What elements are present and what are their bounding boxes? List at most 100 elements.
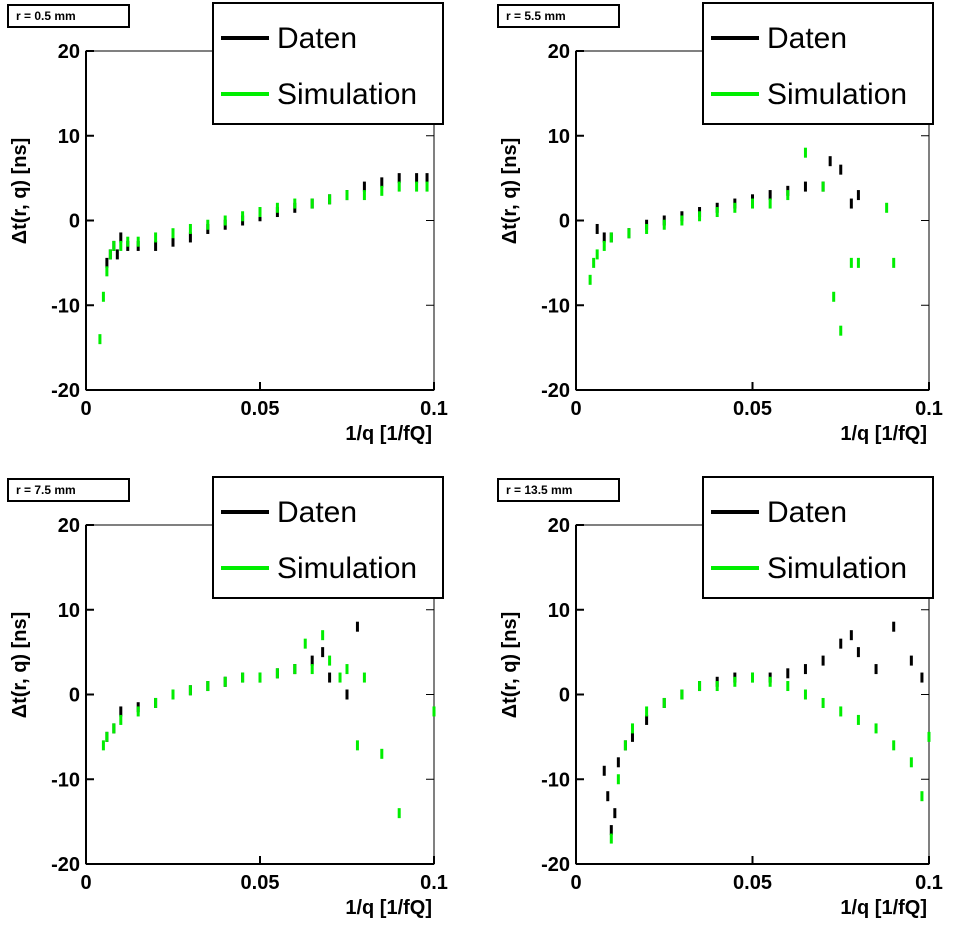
y-tick-label: -10 xyxy=(541,769,570,791)
series-daten xyxy=(105,621,359,742)
data-point xyxy=(188,223,192,234)
y-tick-label: 10 xyxy=(548,600,570,622)
legend-box xyxy=(702,476,934,599)
x-axis-label: 1/q [1/fQ] xyxy=(345,897,432,919)
data-point xyxy=(310,655,314,666)
data-point xyxy=(606,791,610,802)
data-point xyxy=(645,223,649,234)
data-point xyxy=(380,748,384,759)
legend-box xyxy=(702,2,934,125)
data-point xyxy=(188,685,192,696)
data-point xyxy=(609,232,613,243)
x-tick-label: 0 xyxy=(570,872,581,894)
data-point xyxy=(832,291,836,302)
data-point xyxy=(698,211,702,222)
data-point xyxy=(613,808,617,819)
x-axis-label: 1/q [1/fQ] xyxy=(840,897,927,919)
data-point xyxy=(241,211,245,222)
data-point xyxy=(241,672,245,683)
data-point xyxy=(627,228,631,239)
data-point xyxy=(119,706,123,717)
data-point xyxy=(425,173,429,184)
data-point xyxy=(188,232,192,243)
data-point xyxy=(768,676,772,687)
data-point xyxy=(849,257,853,268)
data-point xyxy=(432,706,436,717)
data-point xyxy=(154,697,158,708)
data-point xyxy=(920,672,924,683)
data-point xyxy=(645,714,649,725)
y-tick-label: -20 xyxy=(51,380,80,402)
y-tick-label: -20 xyxy=(541,380,570,402)
legend-entry: Simulation xyxy=(277,78,417,111)
data-point xyxy=(856,190,860,201)
data-point xyxy=(874,664,878,675)
y-tick-label: 0 xyxy=(559,211,570,233)
data-point xyxy=(849,198,853,209)
legend-entry: Simulation xyxy=(277,552,417,585)
data-point xyxy=(293,664,297,675)
legend-box xyxy=(212,476,444,599)
panel-label-box xyxy=(7,4,130,28)
data-point xyxy=(105,266,109,277)
y-tick-label: 10 xyxy=(548,126,570,148)
data-point xyxy=(616,757,620,768)
x-tick-label: 0.1 xyxy=(915,872,943,894)
data-point xyxy=(345,190,349,201)
data-point xyxy=(101,291,105,302)
data-point xyxy=(821,181,825,192)
data-point xyxy=(602,232,606,243)
data-point xyxy=(310,664,314,675)
y-tick-label: -20 xyxy=(541,854,570,876)
data-point xyxy=(786,668,790,679)
series-daten xyxy=(105,173,429,268)
data-point xyxy=(595,249,599,260)
data-point xyxy=(136,706,140,717)
data-point xyxy=(380,177,384,188)
data-point xyxy=(839,638,843,649)
y-tick-label: 0 xyxy=(69,685,80,707)
data-point xyxy=(839,164,843,175)
panel-label: r = 13.5 mm xyxy=(506,483,572,497)
data-point xyxy=(609,833,613,844)
y-axis-label: Δt(r, q) [ns] xyxy=(499,612,521,719)
legend-entry: Daten xyxy=(277,496,357,529)
data-point xyxy=(275,668,279,679)
data-point xyxy=(328,194,332,205)
data-point xyxy=(258,672,262,683)
data-point xyxy=(602,240,606,251)
data-point xyxy=(698,681,702,692)
panel-label-box xyxy=(497,4,620,28)
data-point xyxy=(803,664,807,675)
x-tick-label: 0.1 xyxy=(915,398,943,420)
data-point xyxy=(136,236,140,247)
data-point xyxy=(362,672,366,683)
legend: Daten Simulation xyxy=(212,476,444,599)
data-point xyxy=(623,740,627,751)
data-point xyxy=(171,689,175,700)
data-point xyxy=(680,689,684,700)
data-point xyxy=(733,676,737,687)
data-point xyxy=(126,236,130,247)
legend: Daten Simulation xyxy=(212,2,444,125)
data-point xyxy=(885,202,889,213)
data-point xyxy=(328,672,332,683)
data-point xyxy=(415,173,419,184)
data-point xyxy=(321,647,325,658)
data-point xyxy=(397,181,401,192)
y-tick-label: 0 xyxy=(69,211,80,233)
x-tick-label: 0 xyxy=(570,398,581,420)
data-point xyxy=(397,808,401,819)
data-point xyxy=(592,257,596,268)
data-point xyxy=(397,173,401,184)
data-point xyxy=(602,765,606,776)
data-point xyxy=(355,621,359,632)
data-point xyxy=(821,697,825,708)
y-tick-label: 0 xyxy=(559,685,570,707)
panel-label-box xyxy=(497,478,620,502)
panel-4: -20 -10 0 10 20 0 0.05 0.1 1/q [1/fQ] Δt(r, q) [n… xyxy=(497,476,943,919)
data-point xyxy=(588,274,592,285)
data-point xyxy=(303,638,307,649)
data-point xyxy=(856,257,860,268)
data-point xyxy=(206,681,210,692)
